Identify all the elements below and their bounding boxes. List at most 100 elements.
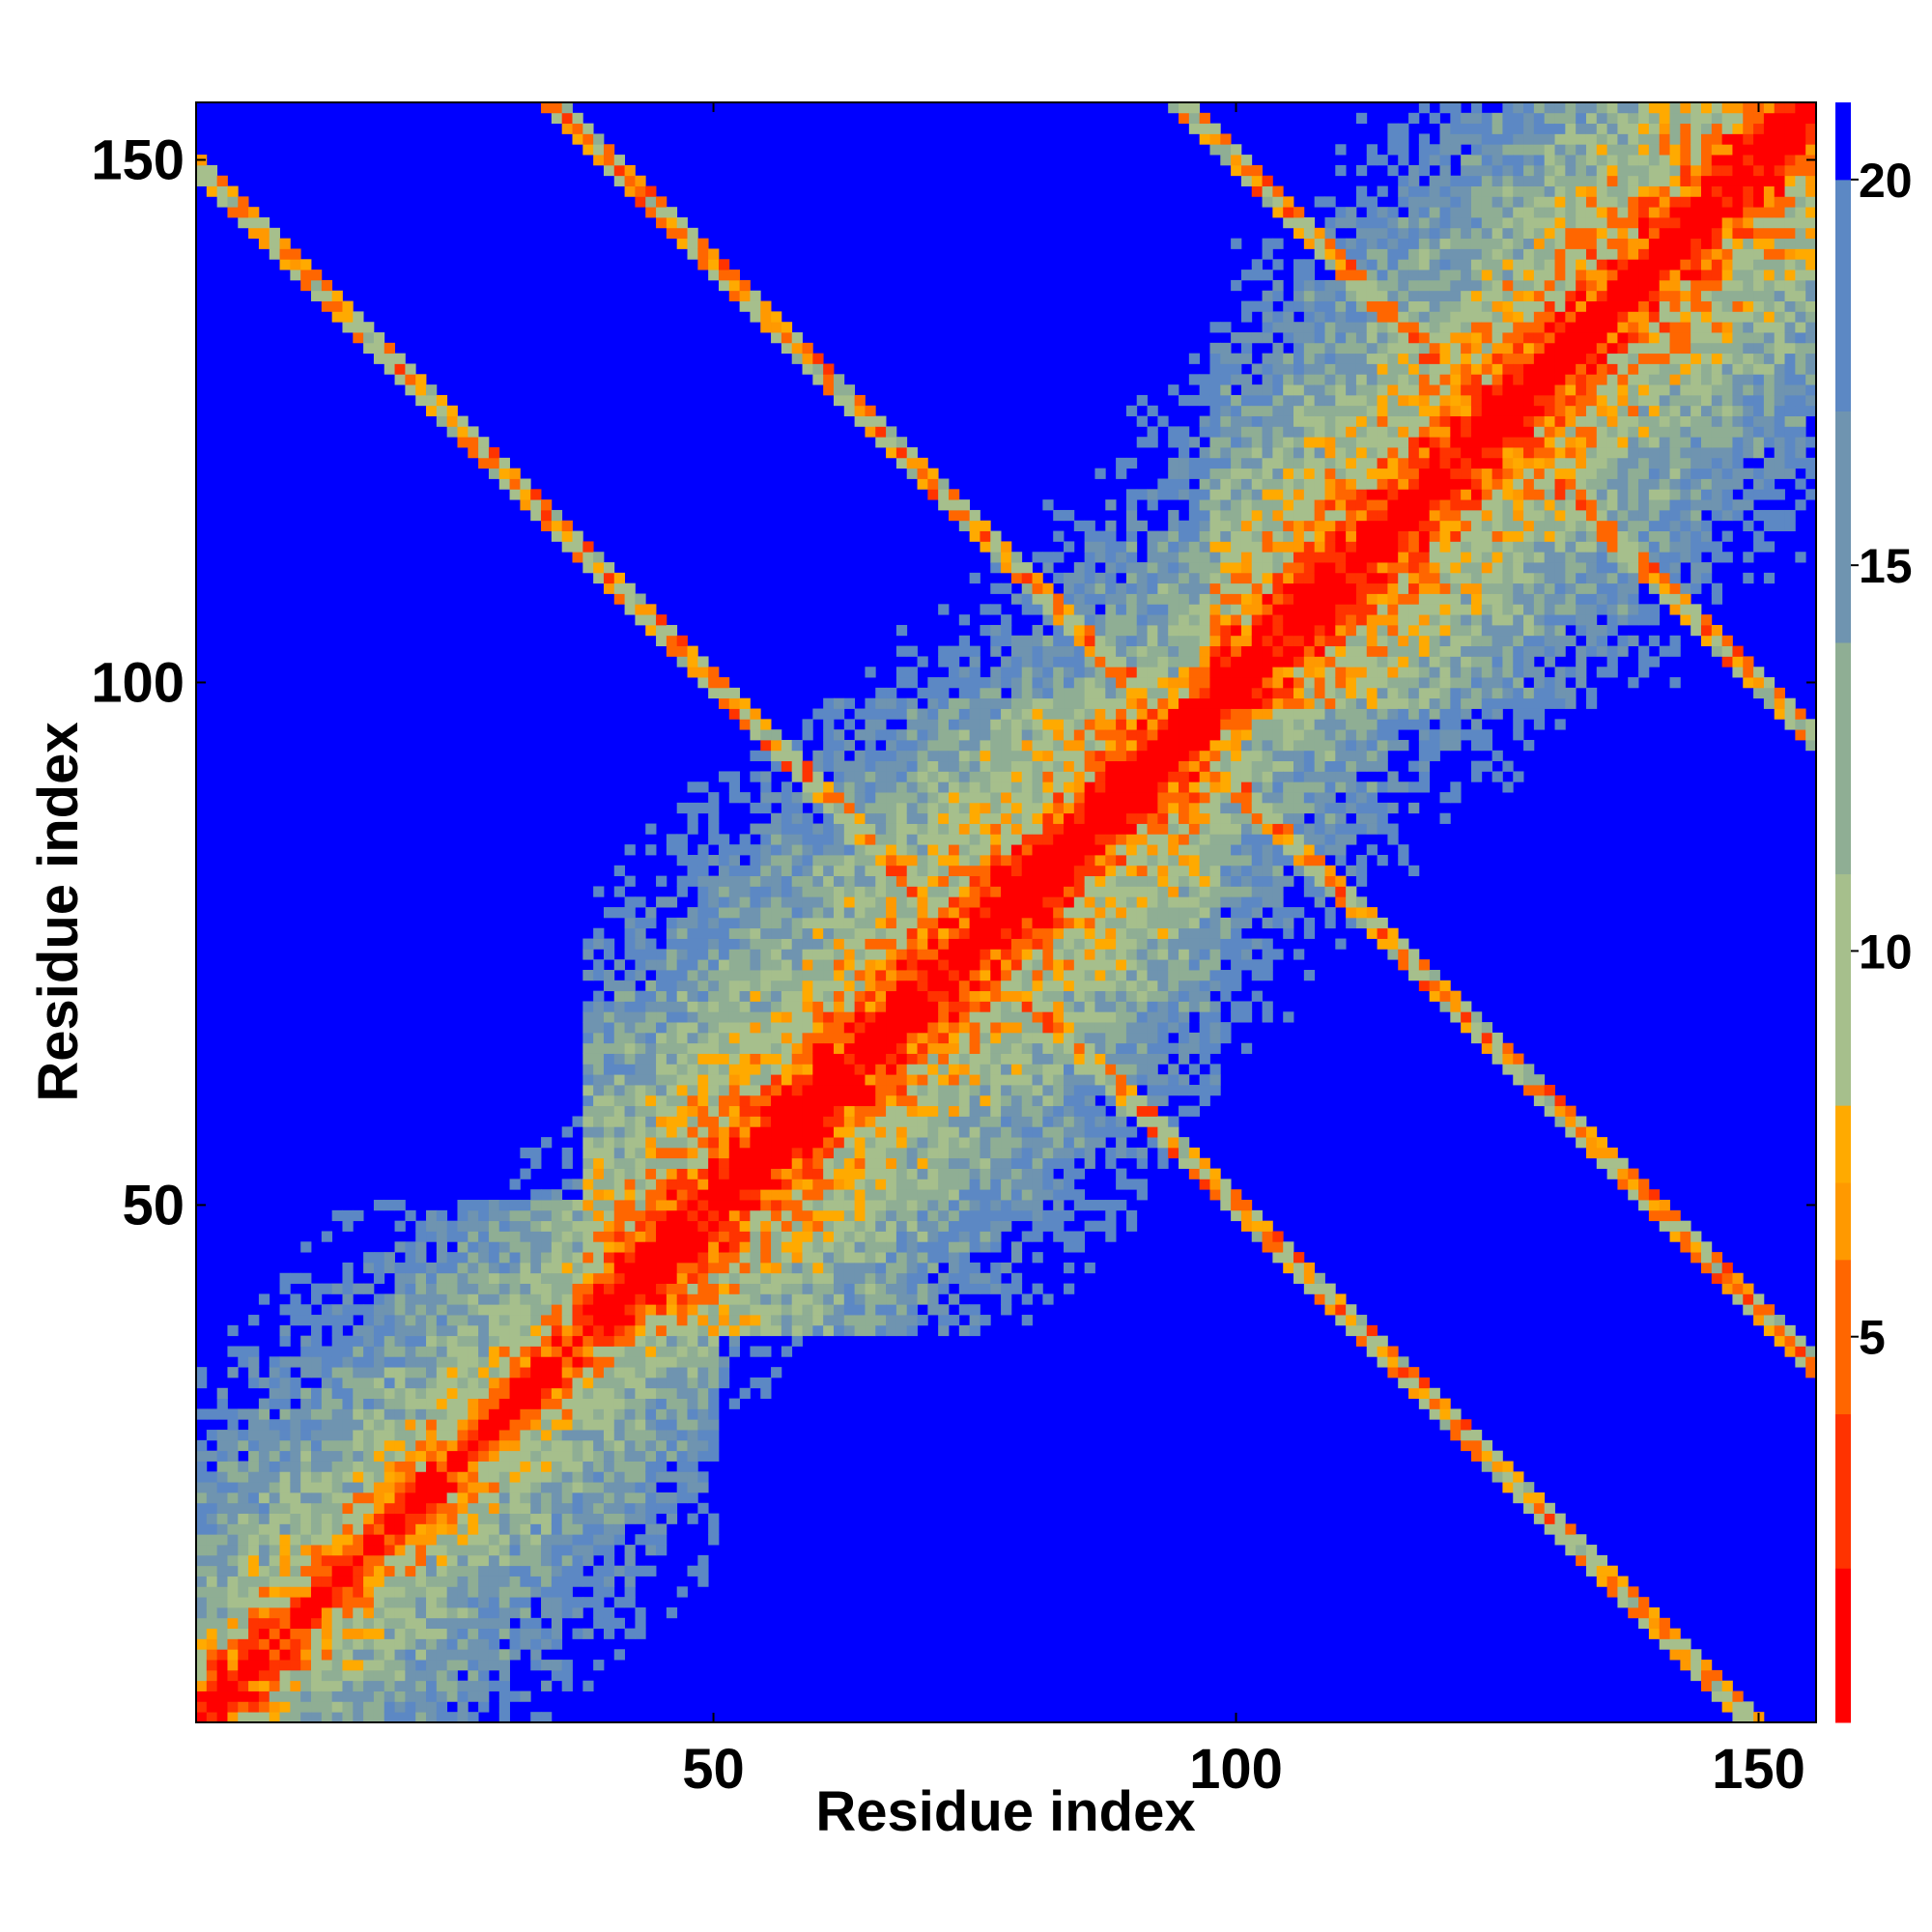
heatmap-cell: [509, 1545, 521, 1556]
heatmap-cell: [290, 1408, 301, 1420]
heatmap-cell: [666, 635, 678, 647]
heatmap-cell: [948, 1179, 960, 1190]
heatmap-cell: [635, 1053, 646, 1065]
heatmap-cell: [468, 1712, 479, 1723]
heatmap-cell: [676, 1335, 688, 1347]
heatmap-cell: [676, 1011, 688, 1023]
heatmap-cell: [718, 886, 730, 897]
heatmap-cell: [394, 1419, 406, 1431]
heatmap-cell: [645, 185, 657, 197]
heatmap-cell: [886, 1315, 897, 1326]
heatmap-cell: [1105, 938, 1117, 950]
heatmap-cell: [561, 1576, 573, 1587]
heatmap-cell: [394, 1502, 406, 1515]
heatmap-cell: [572, 1523, 583, 1535]
heatmap-cell: [645, 1231, 657, 1242]
heatmap-cell: [791, 792, 803, 804]
heatmap-cell: [468, 1398, 479, 1409]
heatmap-cell: [771, 1200, 782, 1211]
heatmap-cell: [1105, 552, 1117, 563]
heatmap-cell: [300, 1408, 312, 1420]
heatmap-cell: [802, 353, 813, 364]
heatmap-cell: [645, 1408, 657, 1420]
heatmap-cell: [520, 1419, 531, 1431]
heatmap-cell: [216, 1638, 228, 1650]
heatmap-cell: [917, 823, 928, 835]
heatmap-cell: [1001, 729, 1012, 741]
heatmap-cell: [321, 1231, 333, 1242]
heatmap-cell: [530, 1293, 542, 1305]
heatmap-cell: [760, 311, 772, 323]
heatmap-cell: [258, 1430, 270, 1441]
heatmap-cell: [541, 1597, 553, 1608]
heatmap-cell: [405, 1471, 416, 1483]
heatmap-cell: [958, 697, 971, 709]
heatmap-cell: [927, 1137, 939, 1149]
heatmap-cell: [865, 426, 876, 438]
heatmap-cell: [373, 1680, 385, 1691]
heatmap-cell: [541, 1482, 553, 1493]
heatmap-cell: [384, 1534, 395, 1546]
heatmap-cell: [865, 844, 876, 856]
heatmap-cell: [708, 1272, 720, 1284]
heatmap-cell: [311, 1367, 323, 1378]
heatmap-cell: [1064, 1085, 1075, 1096]
heatmap-cell: [551, 1293, 563, 1305]
heatmap-cell: [541, 102, 553, 114]
heatmap-cell: [1021, 917, 1033, 929]
heatmap-cell: [948, 1147, 960, 1159]
heatmap-cell: [1064, 1126, 1075, 1138]
heatmap-cell: [426, 1565, 438, 1577]
heatmap-cell: [645, 1074, 657, 1086]
heatmap-cell: [969, 1137, 980, 1149]
heatmap-cell: [624, 1032, 636, 1044]
heatmap-cell: [708, 1346, 720, 1357]
heatmap-cell: [530, 1471, 542, 1483]
heatmap-cell: [812, 844, 824, 856]
heatmap-cell: [248, 1356, 260, 1368]
heatmap-cell: [593, 938, 605, 950]
heatmap-cell: [196, 1482, 208, 1493]
heatmap-cell: [551, 1335, 563, 1347]
heatmap-cell: [227, 1450, 239, 1462]
heatmap-cell: [708, 1053, 720, 1065]
heatmap-cell: [353, 1554, 364, 1567]
heatmap-cell: [468, 1209, 479, 1222]
heatmap-cell: [509, 1346, 521, 1357]
heatmap-cell: [958, 875, 971, 887]
heatmap-cell: [321, 1617, 333, 1630]
heatmap-cell: [1053, 1157, 1065, 1169]
heatmap-cell: [1105, 530, 1117, 542]
heatmap-cell: [666, 1231, 678, 1242]
heatmap-cell: [216, 1617, 228, 1630]
heatmap-cell: [1105, 677, 1117, 689]
heatmap-cell: [478, 1638, 490, 1650]
heatmap-cell: [708, 980, 720, 992]
heatmap-cell: [865, 1241, 876, 1253]
heatmap-cell: [781, 739, 793, 752]
heatmap-cell: [1073, 907, 1086, 919]
heatmap-cell: [269, 1586, 280, 1598]
heatmap-cell: [561, 1408, 573, 1420]
heatmap-cell: [739, 844, 751, 856]
heatmap-cell: [248, 1439, 260, 1452]
heatmap-cell: [582, 1534, 594, 1546]
heatmap-cell: [520, 1430, 531, 1441]
heatmap-cell: [958, 739, 971, 752]
heatmap-cell: [1094, 1001, 1106, 1012]
heatmap-cell: [530, 1387, 542, 1399]
heatmap-cell: [290, 1293, 301, 1305]
heatmap-cell: [561, 1293, 573, 1305]
heatmap-cell: [572, 1534, 583, 1546]
heatmap-cell: [1094, 1126, 1106, 1138]
heatmap-cell: [331, 1638, 343, 1650]
heatmap-cell: [1105, 593, 1117, 605]
heatmap-cell: [760, 1032, 772, 1044]
heatmap-cell: [771, 1105, 782, 1117]
heatmap-cell: [572, 1419, 583, 1431]
heatmap-cell: [468, 1492, 479, 1504]
heatmap-cell: [457, 1534, 469, 1546]
heatmap-cell: [697, 1189, 709, 1201]
heatmap-cell: [227, 1324, 239, 1337]
heatmap-cell: [1021, 1085, 1033, 1096]
